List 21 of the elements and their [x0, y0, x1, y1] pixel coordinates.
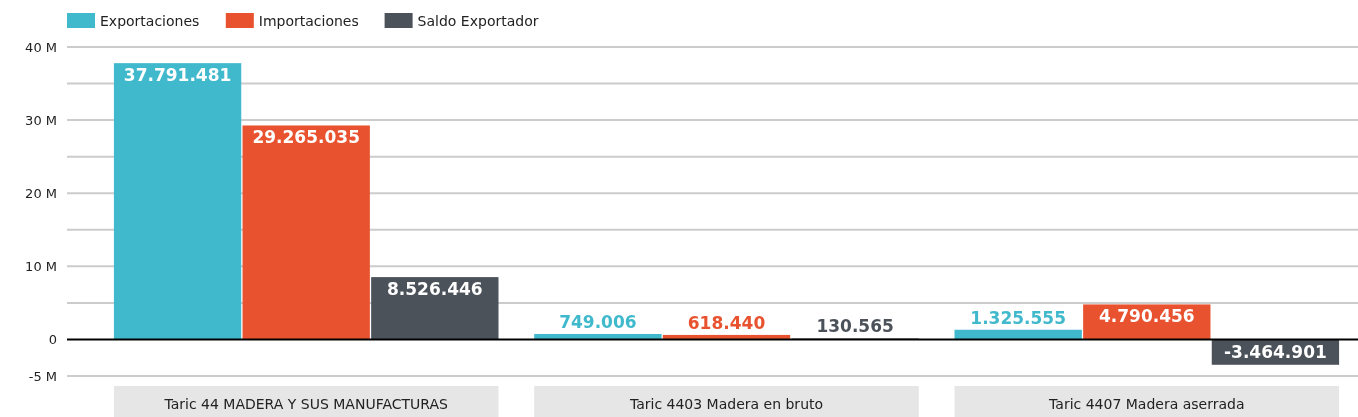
y-tick-label: -5 M	[28, 369, 57, 384]
legend-label: Importaciones	[258, 12, 359, 29]
y-tick-label: 30 M	[25, 113, 57, 129]
data-label: 29.265.035	[252, 127, 360, 148]
x-tick-label: Taric 4403 Madera en bruto	[628, 396, 824, 412]
data-label: 8.526.446	[386, 279, 483, 300]
y-tick-label: 20 M	[25, 186, 57, 202]
x-tick-label: Taric 4407 Madera aserrada	[1048, 396, 1245, 412]
data-label: 618.440	[687, 312, 766, 333]
x-tick-label: Taric 44 MADERA Y SUS MANUFACTURAS	[163, 396, 449, 412]
data-label: 749.006	[559, 311, 637, 332]
y-tick-label: 10 M	[25, 259, 57, 275]
y-tick-label: 40 M	[25, 40, 57, 55]
y-tick-label: 0	[48, 332, 57, 348]
data-label: 1.325.555	[970, 307, 1067, 328]
data-label: -3.464.901	[1224, 341, 1327, 362]
data-label: 4.790.456	[1098, 306, 1195, 327]
legend-label: Exportaciones	[100, 12, 200, 29]
data-label: 37.791.481	[123, 65, 232, 86]
data-label: 130.565	[816, 316, 894, 337]
legend-label: Saldo Exportador	[417, 12, 539, 29]
